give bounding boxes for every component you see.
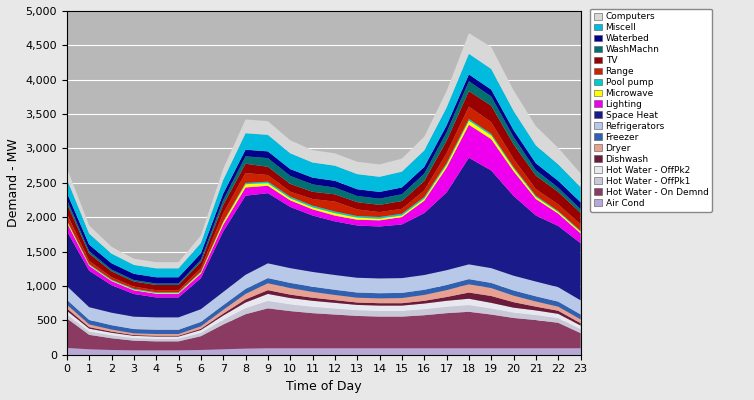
- Legend: Computers, Miscell, Waterbed, WashMachn, TV, Range, Pool pump, Microwave, Lighti: Computers, Miscell, Waterbed, WashMachn,…: [590, 8, 712, 212]
- Y-axis label: Demand - MW: Demand - MW: [7, 138, 20, 227]
- X-axis label: Time of Day: Time of Day: [286, 380, 361, 393]
